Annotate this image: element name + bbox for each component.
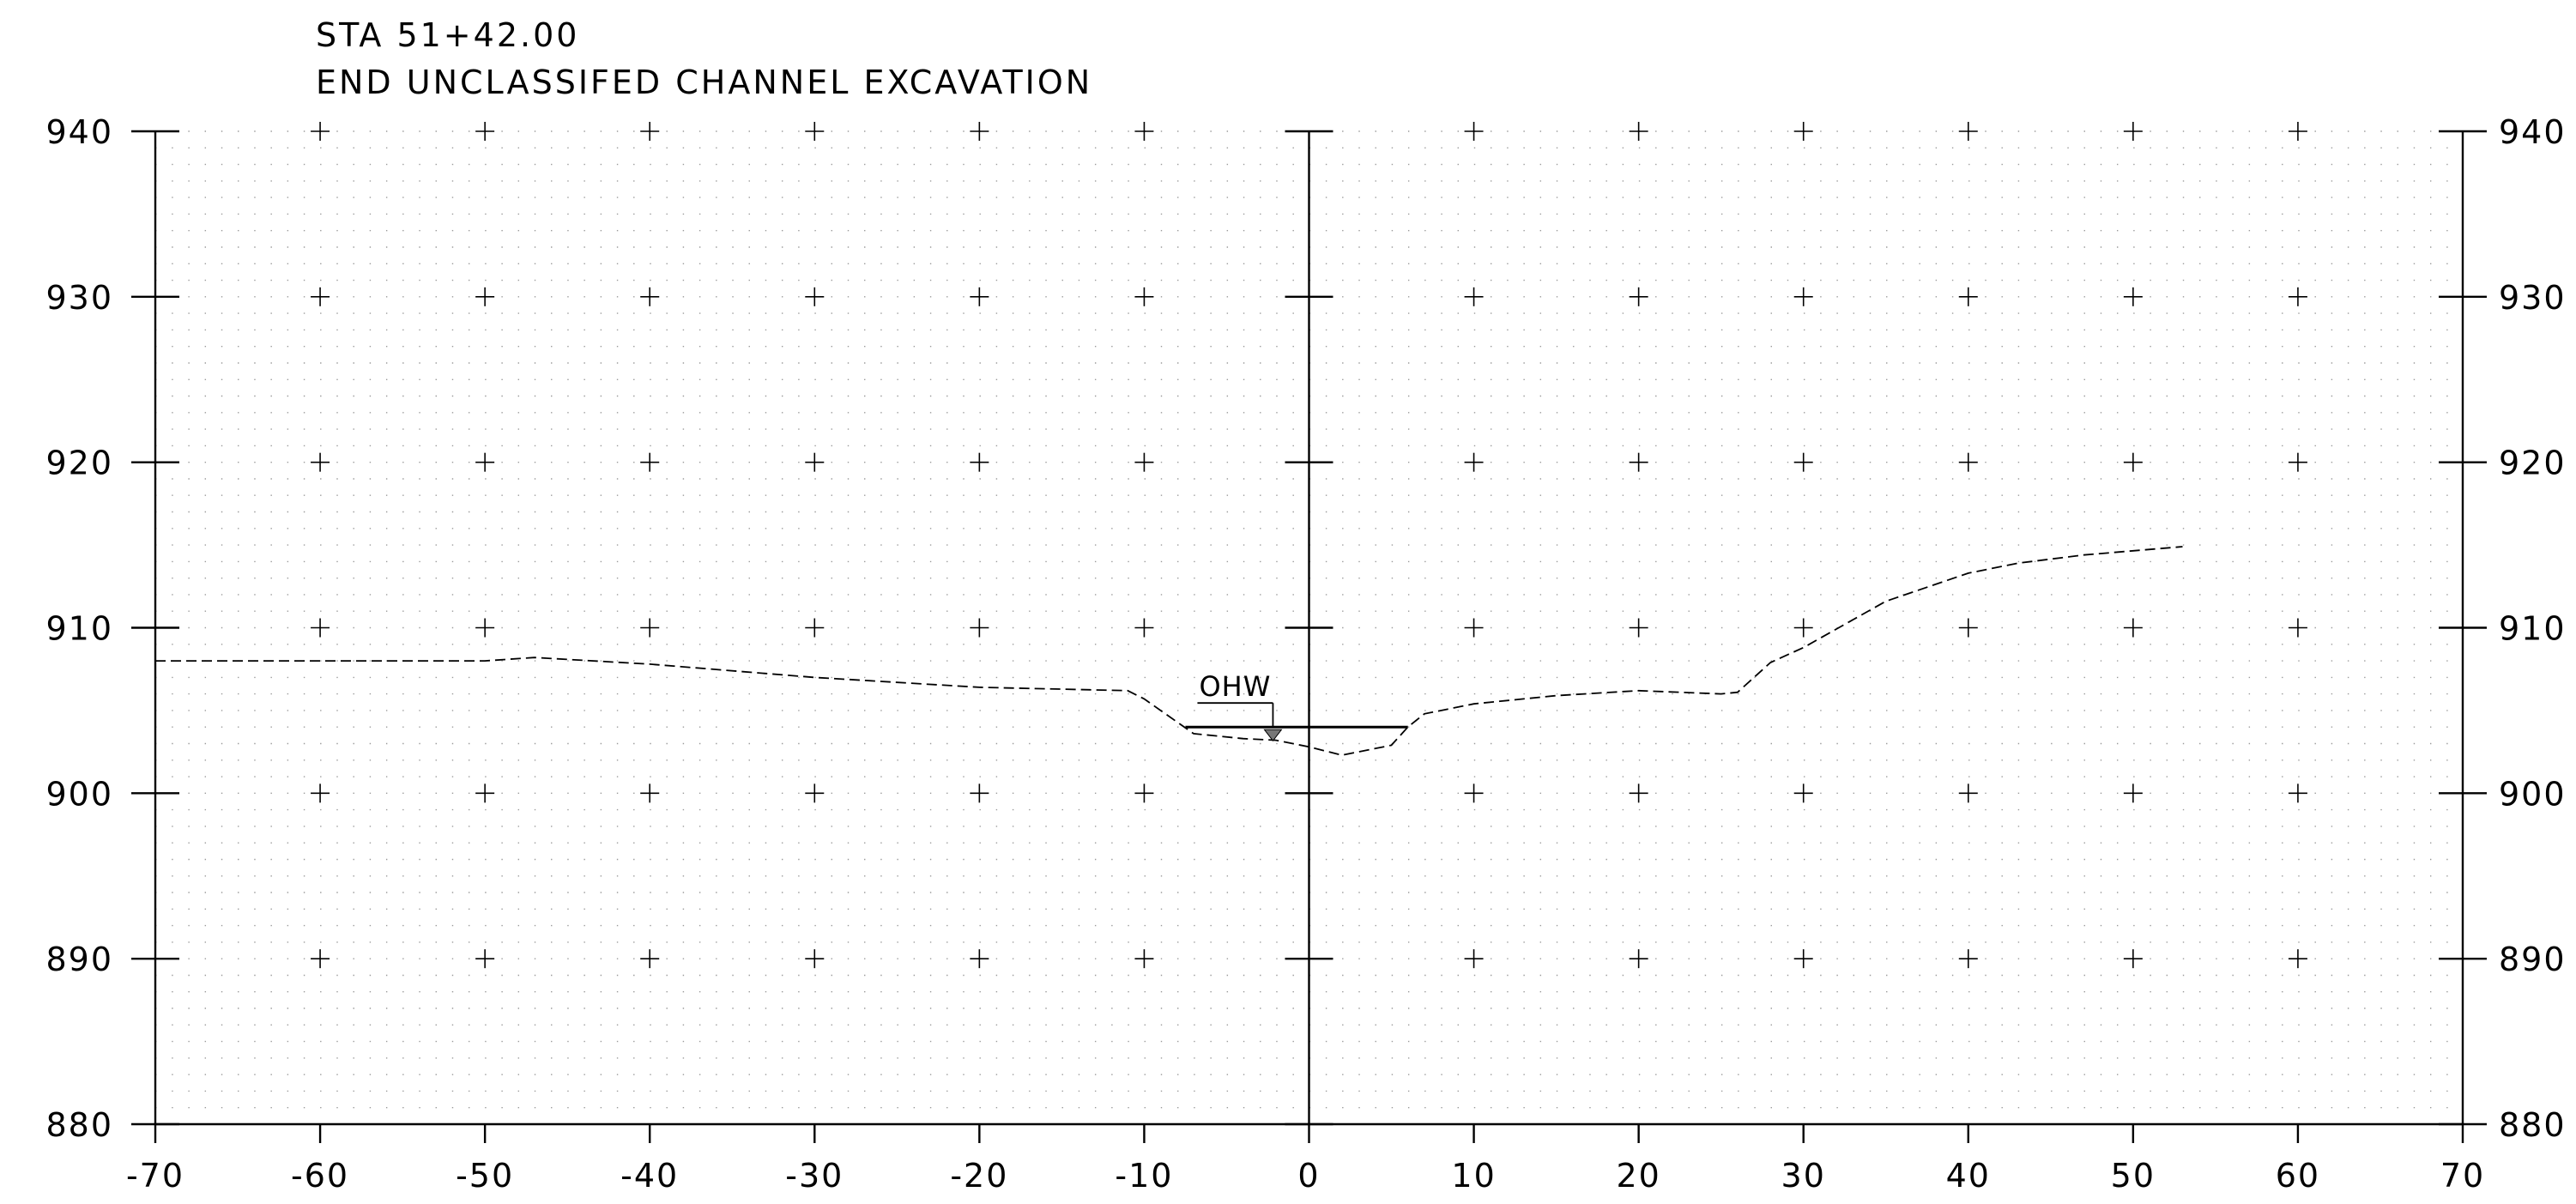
y-tick-label-left: 910 xyxy=(45,610,113,648)
water-surface-triangle-icon xyxy=(1263,729,1283,742)
y-tick-label-left: 920 xyxy=(45,445,113,482)
y-tick-label-left: 900 xyxy=(45,775,113,813)
y-tick-label-right: 910 xyxy=(2499,610,2567,648)
y-tick-label-left: 940 xyxy=(45,113,113,151)
x-tick-label: 50 xyxy=(2111,1157,2156,1195)
x-tick-label: 30 xyxy=(1781,1157,1826,1195)
x-tick-label: -60 xyxy=(291,1157,349,1195)
x-axis-ticks: -70 -60 -50 -40 -30 -20 -10 0 10 20 30 40 50 60 70 xyxy=(126,1124,2485,1195)
ohw-water-line-group: OHW xyxy=(1185,670,1408,742)
excavation-description: END UNCLASSIFED CHANNEL EXCAVATION xyxy=(316,64,1092,101)
ground-profile-line xyxy=(155,546,2183,756)
y-tick-label-right: 930 xyxy=(2499,279,2567,317)
ohw-label: OHW xyxy=(1199,670,1271,703)
y-tick-label-right: 940 xyxy=(2499,113,2567,151)
y-tick-label-right: 920 xyxy=(2499,445,2567,482)
x-tick-label: -30 xyxy=(785,1157,844,1195)
y-tick-label-right: 880 xyxy=(2499,1106,2567,1144)
x-tick-label: 10 xyxy=(1451,1157,1496,1195)
x-tick-label: 0 xyxy=(1297,1157,1320,1195)
x-tick-label: -40 xyxy=(620,1157,679,1195)
x-tick-label: -50 xyxy=(456,1157,514,1195)
y-tick-label-left: 880 xyxy=(45,1106,113,1144)
x-tick-label: -70 xyxy=(126,1157,184,1195)
y-tick-label-right: 890 xyxy=(2499,941,2567,978)
x-tick-label: -20 xyxy=(950,1157,1008,1195)
x-tick-label: 70 xyxy=(2440,1157,2485,1195)
x-tick-label: 40 xyxy=(1946,1157,1991,1195)
x-tick-label: -10 xyxy=(1115,1157,1173,1195)
x-tick-label: 60 xyxy=(2276,1157,2320,1195)
y-tick-label-right: 900 xyxy=(2499,775,2567,813)
station-label: STA 51+42.00 xyxy=(316,16,579,54)
ground-profile xyxy=(155,546,2183,756)
x-tick-label: 20 xyxy=(1616,1157,1660,1195)
y-tick-label-left: 930 xyxy=(45,279,113,317)
y-tick-label-left: 890 xyxy=(45,941,113,978)
grid-cross-markers xyxy=(311,122,2307,969)
y-axis-ticks: 880 880 890 890 900 900 910 910 920 920 930 930 940 9… xyxy=(45,113,2567,1144)
